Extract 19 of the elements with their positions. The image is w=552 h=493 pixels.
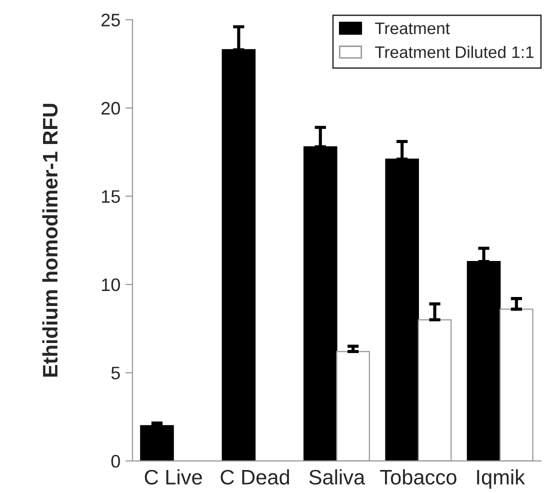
y-tick-label: 5 bbox=[111, 366, 120, 380]
x-tick-label: Saliva bbox=[309, 469, 366, 485]
legend-label: Treatment bbox=[375, 22, 450, 34]
bar bbox=[222, 49, 256, 461]
bar bbox=[466, 260, 501, 461]
legend-label: Treatment Diluted 1:1 bbox=[375, 46, 534, 58]
bar bbox=[303, 146, 338, 461]
x-tick-label: Tobacco bbox=[380, 469, 456, 485]
y-tick-label: 25 bbox=[102, 14, 120, 26]
y-tick-label: 15 bbox=[102, 190, 120, 203]
x-tick-label: C Dead bbox=[220, 469, 289, 485]
bar bbox=[140, 425, 174, 461]
x-tick-label: Iqmik bbox=[477, 469, 526, 489]
y-tick-label: 20 bbox=[102, 102, 120, 115]
y-axis-title: Ethidium homodimer-1 RFU bbox=[42, 104, 58, 377]
y-tick-label: 10 bbox=[102, 278, 120, 292]
x-tick-label: C Live bbox=[144, 469, 202, 485]
bar bbox=[385, 158, 419, 461]
y-tick-label: 0 bbox=[111, 454, 120, 468]
